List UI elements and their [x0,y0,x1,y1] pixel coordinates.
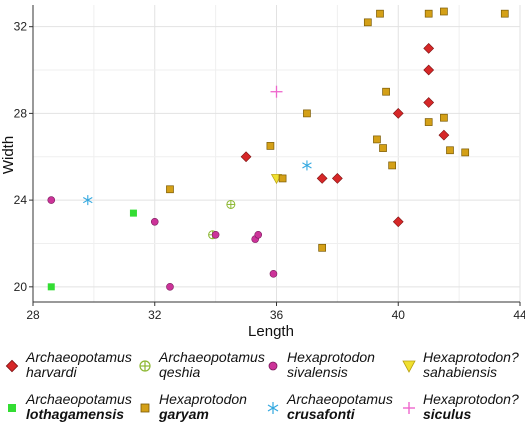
triangle-down-marker-icon [402,360,416,373]
data-point-siculus [270,85,283,98]
y-tick-label: 20 [14,280,28,294]
data-point-harvardi [392,108,404,119]
data-point-qeshia [226,199,236,209]
data-point-sivalensis [211,230,220,239]
data-point-garyam [266,142,275,150]
legend-genus: Archaeopotamus [159,349,265,365]
data-point-garyam [440,7,448,16]
y-tick-label: 24 [14,193,28,207]
scatter-plot: 28 32 36 40 44 20 24 28 32 Length Width [0,5,525,340]
legend-genus: Hexaprotodon [159,391,247,407]
square-marker-icon [8,404,16,412]
data-point-garyam [376,9,384,18]
data-point-garyam [424,9,433,18]
data-points [47,7,509,291]
y-tick-label: 28 [14,106,28,120]
x-tick-label: 40 [392,308,406,322]
legend-item-qeshia: Archaeopotamus qeshia [137,350,265,380]
data-point-garyam [388,161,397,170]
data-point-harvardi [392,216,404,228]
data-point-sivalensis [166,283,174,291]
data-point-garyam [318,243,327,252]
x-tick-label: 44 [513,308,525,322]
legend-species: siculus [423,406,472,422]
circle-marker-icon [268,361,278,371]
data-point-harvardi [423,64,435,76]
data-point-harvardi [240,151,252,163]
legend-genus: Archaeopotamus [287,391,393,407]
legend-species: harvardi [26,364,77,380]
data-point-crusafonti [302,160,312,171]
data-point-harvardi [423,42,435,54]
legend-genus: Archaeopotamus [26,391,132,407]
data-point-garyam [373,135,381,144]
legend-species: sahabiensis [423,364,497,380]
grid-lines [32,5,521,302]
data-point-lothagamensis [47,283,55,291]
y-axis-label: Width [0,136,17,174]
data-point-garyam [500,9,509,18]
data-point-sivalensis [150,217,159,226]
legend-item-lothagamensis: Archaeopotamus lothagamensis [4,392,132,422]
plus-marker-icon [403,402,415,414]
legend-genus: Hexaprotodon? [423,349,519,365]
legend-species: garyam [159,406,209,422]
data-point-garyam [440,113,448,122]
axes: 28 32 36 40 44 20 24 28 32 [14,5,525,322]
diamond-marker-icon [5,359,19,373]
data-point-sivalensis [254,230,263,239]
data-point-harvardi [423,97,435,108]
data-point-harvardi [332,173,343,184]
asterisk-marker-icon [267,402,279,414]
legend-item-harvardi: Archaeopotamus harvardi [4,350,132,380]
legend-genus: Hexaprotodon? [423,391,519,407]
data-point-sivalensis [269,270,278,278]
legend-genus: Hexaprotodon [287,349,375,365]
legend-item-crusafonti: Archaeopotamus crusafonti [265,392,393,422]
legend-item-sivalensis: Hexaprotodon sivalensis [265,350,375,380]
legend: Archaeopotamus harvardi Archaeopotamus qes… [0,348,525,428]
data-point-garyam [446,146,454,155]
data-point-garyam [379,144,387,152]
legend-item-sahabiensis: Hexaprotodon? sahabiensis [401,350,519,380]
data-point-garyam [278,174,287,183]
data-point-lothagamensis [129,209,137,217]
legend-species: lothagamensis [26,406,125,422]
data-point-harvardi [438,129,450,141]
legend-species: crusafonti [287,406,355,422]
legend-item-siculus: Hexaprotodon? siculus [401,392,519,422]
data-point-garyam [166,185,174,194]
legend-genus: Archaeopotamus [26,349,132,365]
data-point-garyam [303,109,311,118]
data-point-garyam [424,118,433,126]
data-point-harvardi [316,173,328,184]
y-tick-label: 32 [14,20,28,34]
data-point-garyam [461,148,470,157]
square-marker-icon [140,403,150,413]
x-axis-label: Length [248,323,294,340]
data-point-crusafonti [83,195,93,206]
legend-item-garyam: Hexaprotodon garyam [137,392,247,422]
legend-species: qeshia [159,364,201,380]
x-tick-label: 36 [270,308,284,322]
data-point-sivalensis [47,196,56,204]
legend-species: sivalensis [287,364,348,380]
x-tick-label: 28 [26,308,40,322]
data-point-garyam [363,18,372,27]
data-point-garyam [382,87,390,96]
x-tick-label: 32 [148,308,162,322]
circle-plus-marker-icon [139,360,151,372]
